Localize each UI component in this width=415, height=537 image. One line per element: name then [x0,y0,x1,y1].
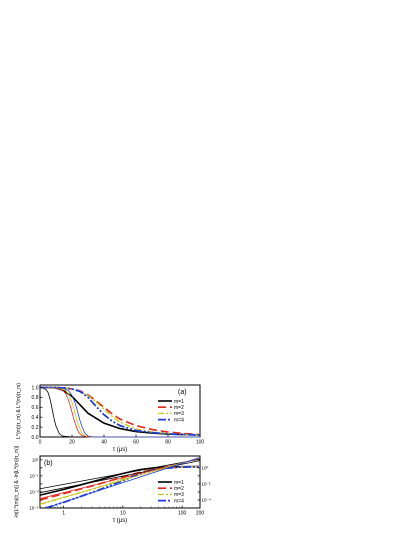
panel-b-legend-label: m=2 [174,486,184,492]
panel-b-legend-label: m=4 [174,498,184,504]
panel-b-y-tick-label: 10¹ [32,457,39,462]
panel-a-legend: m=1m=2m=3m=4 [158,399,184,423]
panel-a-series-line-ref-6 [39,387,200,438]
panel-a-x-tick-label: 100 [196,440,205,446]
panel-a-x-tick-label: 0 [39,440,42,446]
panel-b-y-tick-label: 10⁻⁵ [29,506,38,511]
panel-a-y-tick-label: 0.2 [32,425,39,431]
panel-b-y-tick-label: 10⁻² [202,482,211,487]
panel-a-y-tick-label: 1.0 [32,385,39,391]
panel-a-x-tick-label: 20 [69,440,75,446]
panel-b-series-line-ref-7 [40,457,200,505]
panel-b-y-tick-label: 10⁻³ [30,490,39,495]
panel-a-x-ticks: 0 20 40 60 80 100 [39,434,205,446]
panel-b-series-line-m=2 [40,465,200,501]
panel-a-series [39,386,201,438]
panel-a-x-tick-label: 40 [101,440,107,446]
panel-b-label: (b) [44,460,53,467]
panel-b-x-tick-label: 100 [178,511,187,517]
panel-b-x-tick-label: 200 [196,511,205,517]
panel-b-y-tick-label: 10⁻⁴ [202,498,211,503]
panel-b-x-tick-label: 1 [62,511,65,517]
panel-a-chart: 0 20 40 60 80 100 0.00.20.40.60.81.0 (a) m=1m… [16,383,204,453]
panel-b-legend: m=1m=2m=3m=4 [158,480,184,504]
panel-a-legend-label: m=2 [174,405,184,411]
panel-a-label: (a) [178,389,187,396]
panel-a-legend-label: m=3 [174,411,184,417]
panel-a-legend-label: m=4 [174,417,184,423]
panel-a-series-line-ref-5 [39,387,200,438]
panel-a-x-axis-label: τ (μs) [113,447,128,453]
panel-a-y-tick-label: 0.6 [32,405,39,411]
panel-b-series-line-ref-8 [44,457,200,508]
panel-b-y-axis-label: -ln[L^(m)(τ_m)] & -ln[L^(m)(τ_m)] [14,445,20,518]
panel-b-y-tick-label: 10⁻¹ [30,473,39,478]
panel-b-y-ticks: 10⁻⁵ 10⁻⁴ 10⁻³ 10⁻² 10⁻¹ 10⁰ 10¹ [29,457,211,510]
panel-a-y-tick-label: 0.0 [32,435,39,441]
panel-a-series-line-ref-4 [39,387,200,438]
panel-a-series-line-ref-7 [39,387,200,438]
panel-b-x-axis-label: τ (μs) [113,518,128,524]
panel-a-y-tick-label: 0.8 [32,395,39,401]
panel-a-y-axis-label: L^(m)(τ_m) & L^(m)(τ_m) [16,383,22,439]
panel-a-x-tick-label: 60 [133,440,139,446]
panel-b-series-line-ref-4 [40,458,200,490]
panel-b-y-tick-label: 10⁰ [202,465,209,470]
panel-b-series [40,457,200,508]
panel-b-chart: 1 10 100 200 10⁻⁵ 10⁻⁴ 10⁻³ 10⁻² 10⁻¹ 10⁰ 10¹ (b)… [14,445,211,524]
panel-a-y-ticks: 0.0 0.2 0.4 0.6 0.8 1.0 [32,385,43,441]
panel-a-legend-label: m=1 [174,399,184,405]
panel-b-x-tick-label: 10 [120,511,126,517]
panel-b-legend-label: m=3 [174,492,184,498]
panel-a-series-line-m=4 [40,386,201,436]
panel-b-legend-label: m=1 [174,480,184,486]
panel-a-y-tick-label: 0.4 [32,415,39,421]
panel-b-x-ticks: 1 10 100 200 [39,505,205,517]
panel-a-x-tick-label: 80 [165,440,171,446]
